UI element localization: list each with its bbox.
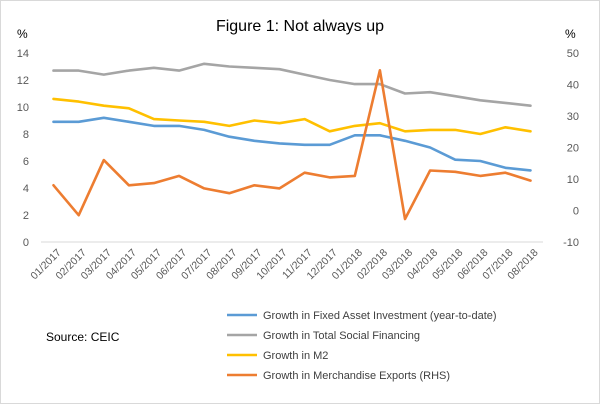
left-y-tick-label: 0 <box>23 237 29 249</box>
left-y-tick-label: 12 <box>17 75 29 87</box>
right-y-tick-label: 20 <box>567 143 579 155</box>
legend: Growth in Fixed Asset Investment (year-t… <box>227 310 497 382</box>
left-y-tick-label: 2 <box>23 210 29 222</box>
right-axis-unit: % <box>565 27 576 41</box>
left-y-tick-label: 14 <box>17 48 29 60</box>
source-note: Source: CEIC <box>46 330 120 344</box>
left-y-tick-label: 6 <box>23 156 29 168</box>
left-y-tick-label: 8 <box>23 129 29 141</box>
legend-label: Growth in Fixed Asset Investment (year-t… <box>263 310 497 322</box>
right-y-tick-label: 30 <box>567 111 579 123</box>
series-line <box>52 69 532 221</box>
left-axis-unit: % <box>17 27 28 41</box>
left-y-tick-label: 4 <box>23 183 29 195</box>
left-y-tick-label: 10 <box>17 102 29 114</box>
series-line <box>52 62 532 107</box>
legend-label: Growth in M2 <box>263 350 328 362</box>
chart-title: Figure 1: Not always up <box>216 18 384 35</box>
right-y-tick-label: 0 <box>573 206 579 218</box>
right-y-tick-label: 10 <box>567 174 579 186</box>
legend-label: Growth in Merchandise Exports (RHS) <box>263 370 450 382</box>
right-y-tick-label: -10 <box>563 237 579 249</box>
right-y-tick-label: 40 <box>567 80 579 92</box>
series-line <box>52 97 532 136</box>
legend-label: Growth in Total Social Financing <box>263 330 420 342</box>
right-y-tick-label: 50 <box>567 48 579 60</box>
series-lines <box>52 62 532 221</box>
series-line <box>52 116 532 172</box>
